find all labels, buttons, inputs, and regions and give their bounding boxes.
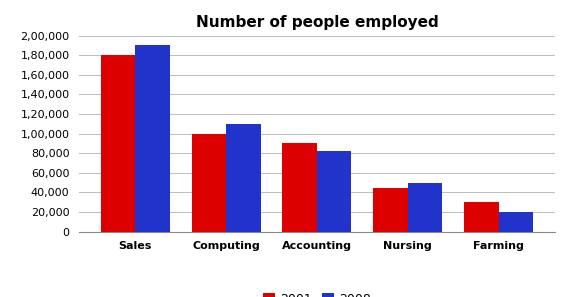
Bar bbox=[464, 202, 499, 232]
Bar bbox=[135, 45, 170, 232]
Bar bbox=[226, 124, 261, 232]
Bar bbox=[317, 151, 351, 232]
Bar bbox=[408, 183, 442, 232]
Bar bbox=[282, 143, 317, 232]
Bar bbox=[101, 55, 135, 232]
Title: Number of people employed: Number of people employed bbox=[196, 15, 438, 30]
Bar bbox=[373, 188, 408, 232]
Bar bbox=[499, 212, 533, 232]
Bar bbox=[192, 134, 226, 232]
Legend: 2001, 2008: 2001, 2008 bbox=[263, 293, 371, 297]
